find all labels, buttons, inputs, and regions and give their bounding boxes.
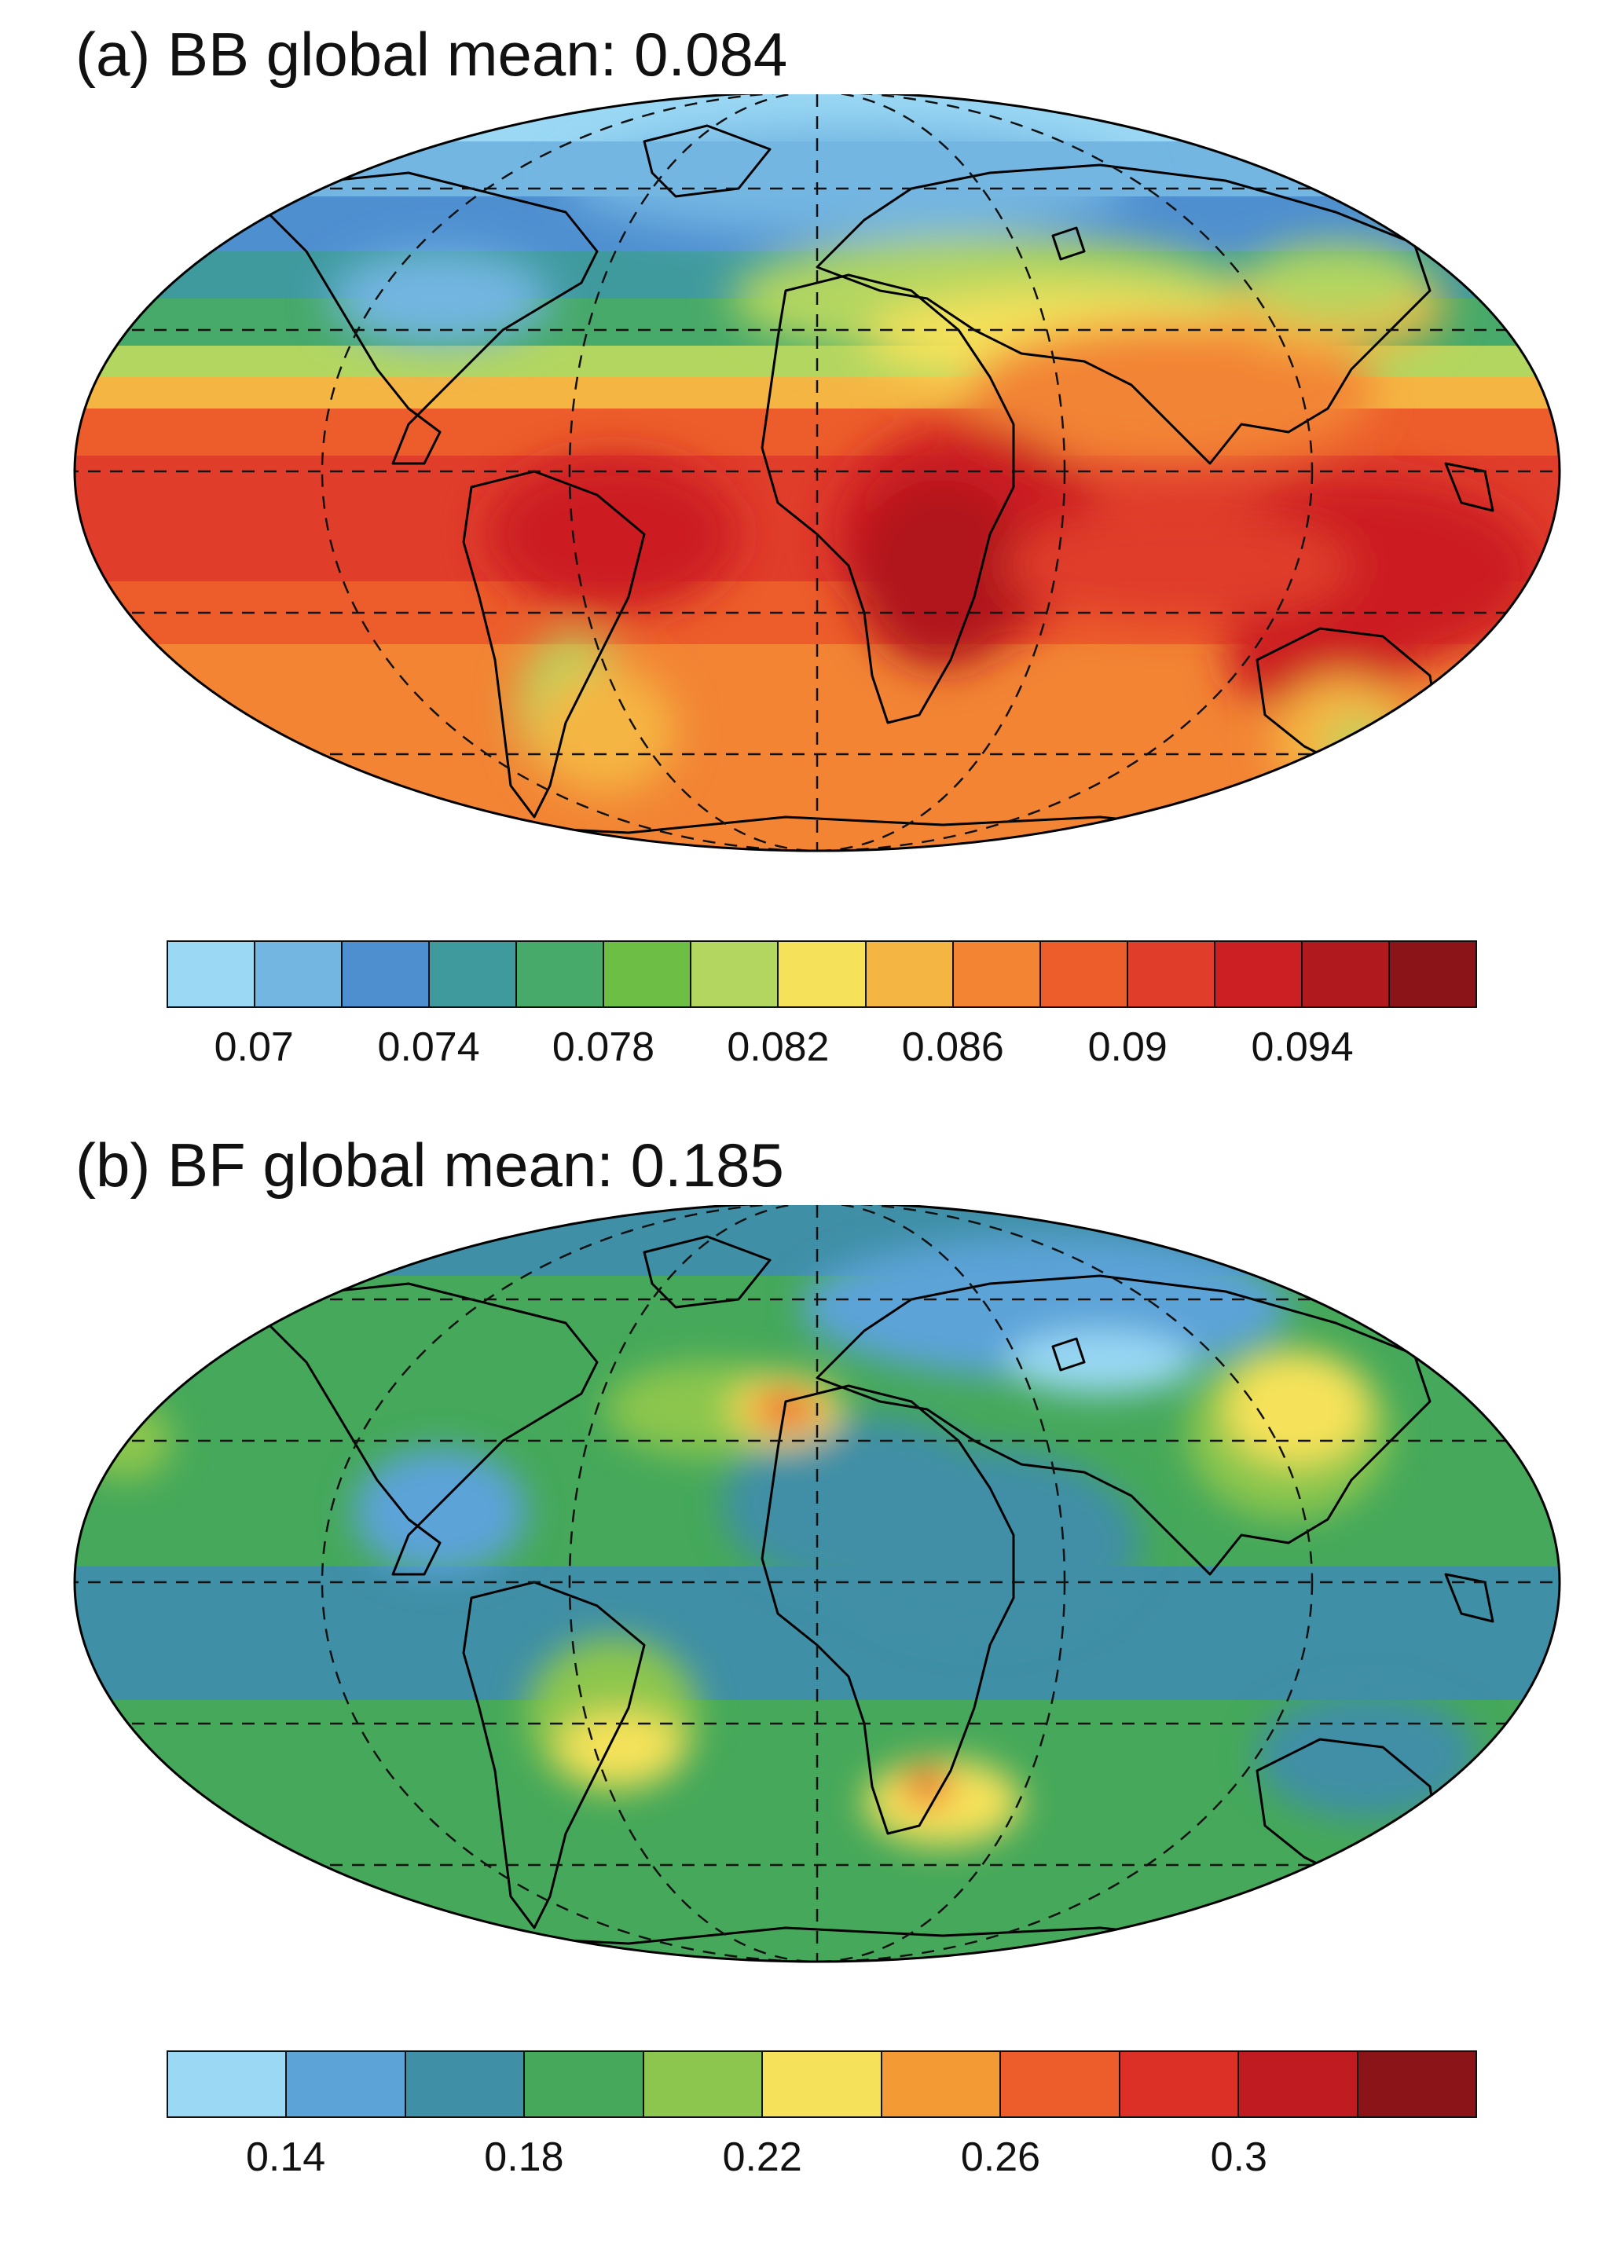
colorbar-a-tick-label: 0.086 <box>901 1024 1004 1070</box>
colorbar-a-box-13 <box>1302 942 1390 1006</box>
colorbar-a-box-4 <box>517 942 605 1006</box>
colorbar-a-tick-label: 0.082 <box>727 1024 830 1070</box>
colorbar-a-box-2 <box>343 942 431 1006</box>
colorbar-b-box-4 <box>643 2052 764 2116</box>
colorbar-b-tick-label: 0.26 <box>960 2134 1041 2180</box>
colorbar-b-box-6 <box>882 2052 1002 2116</box>
bf-colorbar <box>167 2050 1477 2118</box>
bf-colorbar-ticks: 0.14 0.18 0.22 0.26 0.3 <box>167 2134 1477 2181</box>
colorbar-b-tick-label: 0.14 <box>246 2134 326 2180</box>
colorbar-a-box-6 <box>691 942 779 1006</box>
colorbar-b-box-7 <box>1001 2052 1120 2116</box>
colorbar-b-box-2 <box>405 2052 526 2116</box>
colorbar-b-tick-label: 0.18 <box>484 2134 564 2180</box>
colorbar-a-box-8 <box>866 942 954 1006</box>
bb-map <box>73 94 1561 852</box>
colorbar-b-tick-label: 0.22 <box>722 2134 802 2180</box>
colorbar-b-box-3 <box>525 2052 644 2116</box>
colorbar-b-box-0 <box>168 2052 288 2116</box>
colorbar-a-tick-label: 0.09 <box>1087 1024 1168 1070</box>
colorbar-a-box-7 <box>779 942 867 1006</box>
colorbar-a-box-12 <box>1215 942 1303 1006</box>
colorbar-b-box-1 <box>287 2052 406 2116</box>
colorbar-b-box-5 <box>763 2052 882 2116</box>
bb-colorbar <box>167 940 1477 1008</box>
bf-map <box>73 1205 1561 1963</box>
colorbar-a-tick-label: 0.074 <box>377 1024 480 1070</box>
colorbar-a-box-11 <box>1127 942 1215 1006</box>
colorbar-b-box-9 <box>1239 2052 1358 2116</box>
colorbar-a-box-5 <box>604 942 692 1006</box>
colorbar-b-box-8 <box>1120 2052 1240 2116</box>
panel-a-title: (a) BB global mean: 0.084 <box>75 20 788 89</box>
colorbar-a-box-0 <box>168 942 256 1006</box>
colorbar-a-box-9 <box>953 942 1041 1006</box>
colorbar-a-box-3 <box>430 942 518 1006</box>
colorbar-a-tick-label: 0.078 <box>552 1024 655 1070</box>
colorbar-a-box-14 <box>1389 942 1476 1006</box>
colorbar-a-tick-label: 0.07 <box>214 1024 294 1070</box>
colorbar-a-box-1 <box>255 942 343 1006</box>
panel-b-title: (b) BF global mean: 0.185 <box>75 1130 784 1200</box>
bb-colorbar-ticks: 0.07 0.074 0.078 0.082 0.086 0.09 0.094 <box>167 1024 1477 1071</box>
colorbar-b-box-10 <box>1358 2052 1476 2116</box>
colorbar-a-tick-label: 0.094 <box>1251 1024 1354 1070</box>
colorbar-a-box-10 <box>1040 942 1128 1006</box>
colorbar-b-tick-label: 0.3 <box>1210 2134 1267 2180</box>
